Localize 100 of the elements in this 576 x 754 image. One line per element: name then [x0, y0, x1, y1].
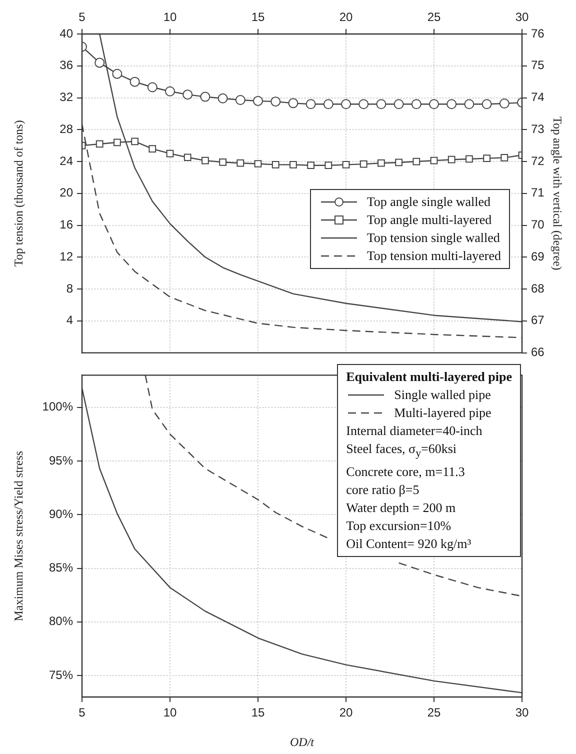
- y2-tick-label: 71: [531, 186, 545, 200]
- point: [200, 92, 210, 102]
- legend-title: Equivalent multi-layered pipe: [346, 368, 512, 386]
- point: [482, 99, 492, 110]
- point: [254, 160, 262, 168]
- annotation: Top excursion=10%: [346, 516, 452, 535]
- y2-axis-title: Top angle with vertical (degree): [550, 116, 565, 270]
- point: [131, 138, 138, 146]
- y-tick-label: 4: [66, 313, 74, 328]
- point: [235, 94, 246, 105]
- point: [165, 86, 175, 96]
- point: [96, 140, 104, 148]
- y-tick-label: 40: [60, 26, 74, 40]
- y2-tick-label: 76: [531, 26, 545, 40]
- x-tick-label: 20: [339, 10, 353, 24]
- point: [342, 161, 350, 168]
- annotation: Water depth = 200 m: [346, 498, 457, 517]
- legend-label: Multi-layered pipe: [394, 404, 492, 422]
- point: [290, 161, 297, 168]
- x-tick-label: 5: [78, 706, 86, 720]
- y2-tick-label: 66: [531, 345, 545, 360]
- legend-label: Top angle multi-layered: [366, 211, 492, 230]
- line-series: [82, 123, 522, 338]
- x-tick-label: 25: [427, 10, 441, 24]
- y-tick-label: 12: [60, 249, 74, 264]
- point: [288, 98, 298, 108]
- x-tick-label: 30: [515, 706, 529, 720]
- point: [394, 99, 404, 110]
- point: [483, 154, 490, 162]
- point: [446, 99, 457, 110]
- point: [429, 99, 439, 110]
- point: [324, 162, 332, 170]
- point: [500, 154, 508, 162]
- point: [466, 155, 473, 163]
- point: [272, 161, 280, 168]
- y-tick-label: 90%: [48, 506, 74, 521]
- point: [270, 96, 281, 107]
- point: [253, 96, 263, 106]
- point: [236, 159, 244, 167]
- y-tick-label: 28: [60, 122, 74, 136]
- y2-tick-label: 69: [531, 249, 545, 264]
- y2-tick-label: 68: [531, 281, 545, 296]
- annotation: Concrete core, m=11.3: [346, 462, 466, 481]
- point: [358, 99, 369, 110]
- y-tick-label: 24: [60, 154, 74, 168]
- x-tick-label: 15: [251, 10, 265, 24]
- legend-label: Top tension single walled: [366, 229, 500, 248]
- point: [218, 93, 228, 104]
- annotation: core ratio β=5: [346, 480, 420, 499]
- x-tick-label: 15: [251, 706, 265, 720]
- y-axis-title: Maximum Mises stress/Yield stress: [11, 450, 26, 622]
- point: [323, 99, 334, 110]
- point: [112, 68, 122, 79]
- annotation: Steel faces, σ$_{y}$=60ksi: [346, 440, 458, 462]
- y-tick-label: 80%: [48, 614, 74, 628]
- y2-tick-label: 70: [531, 218, 545, 232]
- y2-tick-label: 74: [531, 90, 545, 104]
- x-tick-label: 25: [427, 706, 441, 720]
- y2-tick-label: 67: [531, 313, 545, 328]
- point: [395, 158, 402, 166]
- point: [499, 98, 510, 108]
- point: [464, 99, 474, 110]
- y-tick-label: 20: [60, 186, 74, 200]
- y-tick-label: 95%: [48, 453, 74, 468]
- point: [411, 99, 422, 110]
- y2-tick-label: 75: [531, 58, 545, 72]
- y-tick-label: 36: [60, 58, 74, 72]
- point: [306, 99, 316, 110]
- x-tick-label: 20: [339, 706, 353, 720]
- point: [182, 90, 193, 100]
- y-tick-label: 100%: [42, 400, 74, 414]
- point: [360, 160, 368, 168]
- point: [430, 156, 438, 164]
- point: [147, 82, 158, 92]
- y2-tick-label: 73: [531, 122, 545, 136]
- y2-tick-label: 72: [531, 154, 545, 168]
- point: [341, 99, 351, 110]
- point: [219, 158, 226, 166]
- point: [94, 58, 105, 68]
- x-tick-label: 10: [163, 706, 177, 720]
- point: [202, 156, 209, 164]
- legend-label: Top angle single walled: [366, 193, 491, 212]
- y-tick-label: 16: [60, 218, 74, 232]
- y-tick-label: 8: [66, 281, 74, 296]
- y-tick-label: 75%: [48, 668, 74, 682]
- point: [166, 150, 174, 158]
- legend-label: Top tension multi-layered: [366, 247, 501, 266]
- point: [184, 154, 192, 162]
- point: [378, 159, 385, 167]
- point: [448, 156, 456, 164]
- y-tick-label: 32: [60, 90, 74, 104]
- point: [376, 99, 386, 110]
- x-tick-label: 30: [515, 10, 529, 24]
- x-tick-label: 5: [78, 10, 86, 24]
- annotation: Oil Content= 920 kg/m³: [346, 534, 472, 553]
- x-tick-label: 10: [163, 10, 177, 24]
- x-axis-title: OD/t: [290, 734, 315, 749]
- legend-label: Single walled pipe: [394, 386, 491, 404]
- point: [114, 138, 121, 146]
- y-axis-title: Top tension (thousand of tons): [11, 120, 26, 267]
